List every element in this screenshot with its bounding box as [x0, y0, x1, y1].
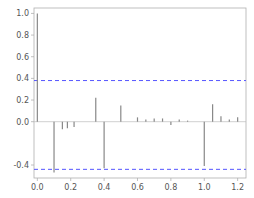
- y-tick: [31, 78, 34, 79]
- y-tick-label: 0.4: [16, 74, 29, 83]
- confidence-line: [34, 80, 246, 81]
- confidence-line: [34, 169, 246, 170]
- x-tick-label: 1.2: [231, 183, 244, 192]
- x-tick: [70, 178, 71, 181]
- y-tick-label: 0.6: [16, 53, 29, 62]
- x-tick: [170, 178, 171, 181]
- y-tick: [31, 100, 34, 101]
- acf-spike: [237, 117, 238, 121]
- x-tick: [204, 178, 205, 181]
- x-tick: [104, 178, 105, 181]
- acf-spike: [104, 122, 105, 169]
- x-tick-label: 1.0: [198, 183, 211, 192]
- x-tick: [137, 178, 138, 181]
- y-tick: [31, 35, 34, 36]
- acf-spike: [204, 122, 205, 166]
- y-tick-label: 0.8: [16, 31, 29, 40]
- acf-spike: [220, 116, 221, 121]
- x-tick: [37, 178, 38, 181]
- acf-spike: [187, 121, 188, 122]
- x-tick-label: 0.4: [98, 183, 111, 192]
- y-tick-label: 0.2: [16, 96, 29, 105]
- acf-spike: [53, 122, 54, 173]
- acf-spike: [95, 98, 96, 122]
- y-tick: [31, 56, 34, 57]
- acf-spike: [179, 120, 180, 122]
- y-tick: [31, 165, 34, 166]
- x-tick: [237, 178, 238, 181]
- acf-spike: [229, 120, 230, 122]
- acf-spike: [37, 13, 38, 121]
- acf-spike: [170, 122, 171, 125]
- baseline: [34, 121, 246, 122]
- acf-spike: [62, 122, 63, 130]
- chart-container: -0.4 0.0 0.2 0.4 0.6 0.8 1.0 0.0 0.2 0.4 0.6 0.8 1.0…: [0, 0, 254, 198]
- acf-spike: [137, 117, 138, 121]
- acf-spike: [212, 104, 213, 121]
- acf-spike: [120, 105, 121, 121]
- acf-spike: [162, 118, 163, 121]
- y-tick: [31, 13, 34, 14]
- x-tick-label: 0.0: [31, 183, 44, 192]
- acf-spike: [145, 120, 146, 122]
- acf-spike: [73, 122, 74, 127]
- x-tick-label: 0.8: [165, 183, 178, 192]
- y-tick-label: 1.0: [16, 9, 29, 18]
- x-tick-label: 0.2: [64, 183, 77, 192]
- y-tick: [31, 121, 34, 122]
- chart-svg: -0.4 0.0 0.2 0.4 0.6 0.8 1.0 0.0 0.2 0.4 0.6 0.8 1.0…: [0, 0, 254, 198]
- y-tick-label: -0.4: [13, 161, 29, 170]
- acf-spike: [154, 118, 155, 121]
- plot-frame: [34, 8, 246, 178]
- acf-spike: [67, 122, 68, 128]
- plot-area: [34, 13, 246, 172]
- x-tick-label: 0.6: [131, 183, 144, 192]
- y-tick-label: 0.0: [16, 118, 29, 127]
